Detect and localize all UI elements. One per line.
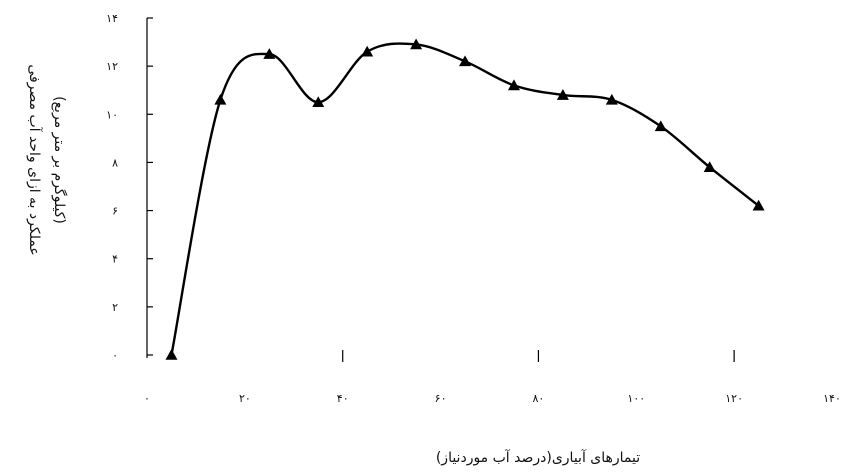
- x-tick-label: ۲۰: [239, 392, 251, 405]
- x-tick-label: ۱۲۰: [725, 392, 743, 405]
- data-point-marker: [556, 89, 569, 100]
- y-tick-label: ۰: [112, 349, 118, 362]
- x-axis-title: تیمارهای آبیاری(درصد آب موردنیاز): [436, 449, 640, 466]
- y-tick-label: ۴: [112, 253, 118, 266]
- series-line: [170, 42, 760, 356]
- y-tick-label: ۶: [112, 205, 118, 218]
- y-tick-label: ۱۲: [106, 60, 118, 73]
- data-point-marker: [312, 96, 325, 108]
- data-point-marker: [703, 161, 716, 173]
- data-point-marker: [263, 48, 276, 59]
- x-tick-label: ۱۰۰: [627, 392, 645, 405]
- y-tick-label: ۱۰: [106, 108, 118, 121]
- x-tick-label: ۶۰: [435, 392, 447, 405]
- x-tick-label: ۰: [144, 392, 150, 405]
- x-tick-label: ۸۰: [533, 392, 545, 405]
- data-point-marker: [605, 93, 618, 105]
- data-point-marker: [507, 79, 520, 91]
- y-axis-ticks: ۰ ۲ ۴ ۶ ۸ ۱۰ ۱۲ ۱۴: [106, 12, 153, 362]
- series-markers: [165, 38, 765, 360]
- data-point-marker: [214, 93, 227, 105]
- y-tick-label: ۱۴: [106, 12, 118, 25]
- data-point-marker: [361, 45, 374, 57]
- x-tick-label: ۱۴۰: [823, 392, 841, 405]
- x-tick-label: ۴۰: [337, 392, 349, 405]
- data-point-marker: [654, 120, 667, 132]
- data-point-marker: [165, 349, 178, 360]
- data-point-marker: [752, 199, 765, 211]
- y-tick-label: ۸: [112, 156, 118, 169]
- y-axis-title-unit: (کیلوگرم بر متر مربع): [51, 96, 68, 224]
- data-point-marker: [410, 38, 423, 50]
- y-tick-label: ۲: [112, 301, 118, 314]
- x-axis-ticks: ۰ ۲۰ ۴۰ ۶۰ ۸۰ ۱۰۰ ۱۲۰ ۱۴۰: [144, 350, 841, 405]
- data-point-marker: [459, 55, 472, 67]
- y-axis-title: عملکرد به ازای واحد آب مصرفی: [26, 64, 43, 255]
